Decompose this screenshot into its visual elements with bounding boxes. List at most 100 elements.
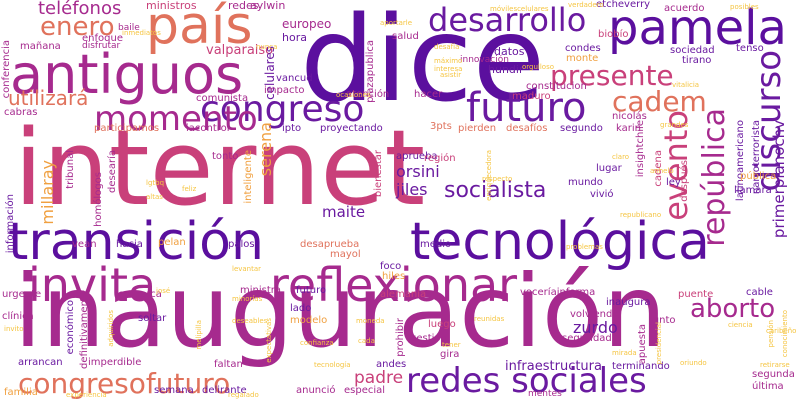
word-3pts: 3pts bbox=[430, 121, 452, 132]
word-pamela: pamela bbox=[608, 0, 787, 56]
word-desearia: desearía bbox=[107, 150, 118, 194]
word-acuerdo: acuerdo bbox=[664, 3, 705, 14]
word-dice: dice bbox=[300, 0, 546, 128]
word-desarrollo: desarrollo bbox=[428, 1, 587, 39]
word-apuesta: apuesta bbox=[637, 324, 648, 365]
word-vancud: vancud bbox=[276, 73, 313, 84]
word-delirante: delirante bbox=[202, 385, 247, 396]
word-luego: luego bbox=[428, 319, 456, 330]
word-nunca: nunca bbox=[256, 43, 278, 51]
word-tecnologia: tecnología bbox=[314, 361, 351, 369]
word-minorias: minorías bbox=[232, 295, 263, 303]
word-disfrutar: disfrutar bbox=[82, 41, 121, 51]
word-internet: internet bbox=[14, 107, 426, 229]
word-hiles: hiles bbox=[382, 271, 406, 282]
word-transicion: transición bbox=[8, 212, 264, 272]
word-gestion: gestión bbox=[410, 333, 447, 344]
word-regalado: regalado bbox=[228, 391, 259, 399]
word-soltar: soltar bbox=[138, 313, 167, 324]
word-invito: invito bbox=[4, 325, 24, 333]
word-tener: tener bbox=[442, 341, 461, 349]
word-inauguracion: inauguración bbox=[14, 253, 667, 370]
word-tirano: tirano bbox=[682, 55, 712, 66]
word-melipilla: melipilla bbox=[195, 320, 203, 350]
word-region: región bbox=[424, 153, 456, 164]
word-monte: monte bbox=[566, 53, 599, 64]
word-palos: palos bbox=[228, 239, 255, 250]
word-inteligente: inteligente bbox=[243, 150, 254, 204]
word-cadem: cadem bbox=[612, 85, 707, 118]
word-modelo: modelo bbox=[290, 315, 328, 326]
word-telefonos: teléfonos bbox=[38, 0, 122, 19]
word-redes: redes bbox=[228, 0, 259, 12]
word-padre: padre bbox=[354, 368, 404, 388]
word-biobio: biobío bbox=[598, 29, 629, 40]
word-presidencial: presidencial bbox=[655, 322, 663, 365]
word-adquiridos: adquiridos bbox=[107, 310, 115, 347]
word-despues: después bbox=[679, 160, 690, 202]
word-impacto: impacto bbox=[264, 85, 305, 96]
word-andes: andes bbox=[376, 359, 407, 370]
word-desaprueba: desaprueba bbox=[300, 239, 360, 250]
word-orsini: orsini bbox=[396, 162, 440, 181]
word-segunda: segunda bbox=[752, 369, 795, 380]
word-expectativas: expectativas bbox=[265, 318, 273, 363]
word-jose: josé bbox=[156, 287, 171, 295]
word-jiles: jiles bbox=[396, 180, 428, 199]
word-bienestar: bienestar bbox=[373, 150, 384, 198]
word-conferencia: conferencia bbox=[1, 40, 12, 99]
word-ultima: última bbox=[752, 381, 784, 392]
word-clinica: clínica bbox=[2, 311, 34, 322]
word-futuro-small: futuro bbox=[296, 285, 327, 296]
word-voceriainforma: voceríainforma bbox=[520, 287, 596, 298]
word-segundo: segundo bbox=[560, 123, 603, 134]
word-economico: económico bbox=[65, 300, 76, 355]
word-aborto: aborto bbox=[690, 294, 776, 324]
word-comunista: comunista bbox=[196, 93, 249, 104]
word-cable: cable bbox=[746, 287, 773, 298]
word-ministros: ministros bbox=[146, 0, 197, 12]
word-aportarle: aportarle bbox=[380, 19, 413, 27]
word-utilizara: utilizará bbox=[8, 86, 89, 110]
word-atencion: atención bbox=[346, 89, 390, 100]
word-deseables: deseables bbox=[232, 317, 268, 325]
word-nicolas: nicolás bbox=[612, 111, 647, 122]
word-cabras: cabras bbox=[4, 107, 38, 118]
word-vitalicia: vitalicia bbox=[672, 81, 700, 89]
word-congreso: congreso bbox=[200, 89, 365, 130]
word-millaray: millaray bbox=[38, 160, 57, 225]
word-insightchile: insightchile bbox=[635, 120, 646, 178]
word-antiguos: antiguos bbox=[10, 43, 244, 106]
word-confianza: confianza bbox=[300, 339, 334, 347]
word-orgulloso: orgulloso bbox=[522, 63, 555, 71]
word-mirada: mirada bbox=[612, 349, 637, 357]
word-reflexionar: reflexionar bbox=[270, 258, 518, 312]
word-experiencia: experiencia bbox=[66, 391, 107, 399]
word-feliz: feliz bbox=[182, 185, 197, 193]
word-valparaiso: valparaiso bbox=[206, 43, 274, 58]
word-mundo: mundo bbox=[568, 177, 603, 188]
word-tecnologica: tecnológica bbox=[410, 212, 710, 272]
word-constitucion: constitucion bbox=[526, 81, 587, 92]
word-pierden: pierden bbox=[458, 123, 497, 134]
word-baile: baile bbox=[118, 23, 140, 33]
word-desafia: desafía bbox=[434, 43, 460, 51]
word-etcheverry: etcheverry bbox=[596, 0, 651, 10]
word-ministra: ministra bbox=[240, 285, 282, 296]
word-homologos: homólogos bbox=[93, 172, 104, 227]
word-medio: medio bbox=[420, 239, 452, 250]
word-lugar: lugar bbox=[596, 163, 622, 174]
word-pais: país bbox=[146, 0, 253, 56]
word-karin: karin bbox=[616, 123, 641, 134]
word-condes: condes bbox=[565, 43, 601, 54]
word-gira: gira bbox=[440, 349, 460, 360]
word-redes-sociales: redes sociales bbox=[406, 361, 647, 400]
word-infraestructura: infraestructura bbox=[505, 359, 602, 374]
word-especial: especial bbox=[344, 385, 386, 396]
word-europeo: europeo bbox=[282, 17, 332, 31]
word-asistir: asistir bbox=[440, 71, 462, 79]
word-tonto: tonto bbox=[212, 151, 239, 162]
word-respecto: respecto bbox=[482, 175, 513, 183]
word-seguridad: seguridad bbox=[562, 333, 612, 344]
word-mayol: mayol bbox=[330, 249, 361, 260]
